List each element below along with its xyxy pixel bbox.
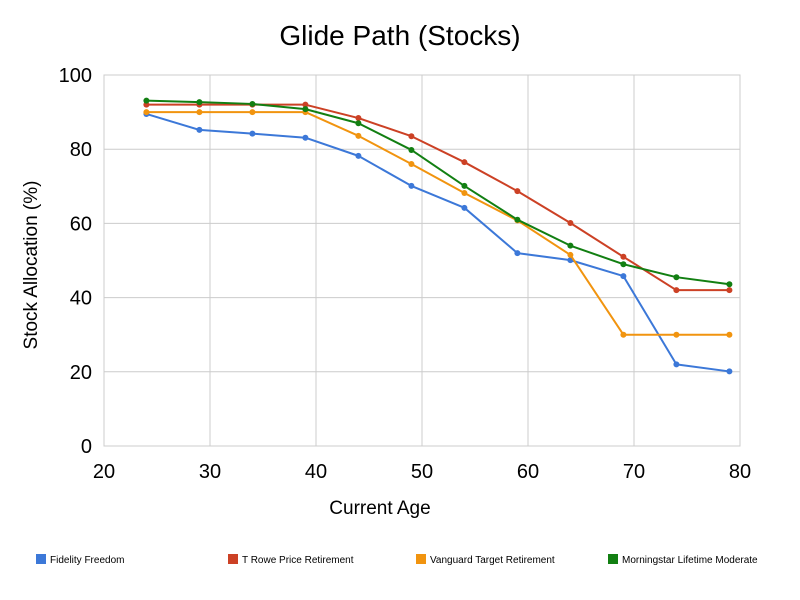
x-tick-label: 40 (305, 461, 327, 483)
x-tick-label: 50 (411, 461, 433, 483)
data-point (355, 115, 362, 122)
legend-label: Morningstar Lifetime Moderate (622, 555, 758, 566)
data-point (514, 250, 521, 257)
x-axis-label: Current Age (329, 498, 430, 519)
legend-item: Fidelity Freedom (36, 554, 124, 566)
legend-item: Vanguard Target Retirement (416, 554, 555, 566)
legend-label: Fidelity Freedom (50, 555, 124, 566)
legend-swatch (228, 554, 238, 564)
data-point (355, 132, 362, 139)
y-tick-label: 0 (81, 436, 92, 458)
data-point (620, 331, 627, 338)
data-point (196, 109, 203, 116)
series-line (146, 99, 730, 286)
chart-title: Glide Path (Stocks) (279, 20, 520, 51)
y-tick-label: 100 (59, 65, 92, 87)
data-point (408, 146, 415, 153)
y-tick-label: 80 (70, 139, 92, 161)
x-tick-label: 80 (729, 461, 751, 483)
data-point (249, 130, 256, 137)
data-point (514, 188, 521, 195)
legend-item: T Rowe Price Retirement (228, 554, 354, 566)
legend: Fidelity Freedom T Rowe Price Retirement V… (36, 554, 758, 566)
legend-item: Morningstar Lifetime Moderate (608, 554, 758, 566)
data-point (355, 120, 362, 127)
data-point (673, 331, 680, 338)
legend-label: T Rowe Price Retirement (242, 555, 354, 566)
data-point (461, 159, 468, 166)
series-line (146, 112, 730, 373)
data-point (567, 242, 574, 249)
series-3 (143, 97, 733, 288)
series-line (146, 111, 730, 336)
x-tick-label: 30 (199, 461, 221, 483)
y-tick-label: 20 (70, 362, 92, 384)
data-point (408, 182, 415, 189)
series-0 (143, 110, 733, 375)
data-point (620, 253, 627, 260)
data-point (673, 361, 680, 368)
data-point (620, 261, 627, 268)
data-point (567, 251, 574, 258)
data-point (302, 101, 309, 108)
data-point (726, 331, 733, 338)
x-axis-ticks: 20 30 40 50 60 70 80 (93, 461, 751, 483)
data-point (249, 109, 256, 116)
data-point (673, 274, 680, 281)
x-tick-label: 70 (623, 461, 645, 483)
data-point (408, 161, 415, 168)
plot-area (103, 74, 741, 447)
data-point (514, 216, 521, 223)
data-point (673, 287, 680, 294)
data-point (302, 134, 309, 141)
y-tick-label: 40 (70, 288, 92, 310)
data-point (726, 281, 733, 288)
data-point (620, 273, 627, 280)
legend-swatch (608, 554, 618, 564)
legend-label: Vanguard Target Retirement (430, 555, 555, 566)
y-axis-label: Stock Allocation (%) (21, 181, 42, 350)
series-line (146, 103, 730, 292)
y-axis-ticks: 0 20 40 60 80 100 (59, 65, 92, 458)
legend-swatch (36, 554, 46, 564)
data-point (143, 97, 150, 104)
series-group (143, 97, 733, 375)
data-point (567, 220, 574, 227)
data-point (726, 287, 733, 294)
data-point (196, 126, 203, 133)
data-point (302, 106, 309, 113)
data-point (408, 133, 415, 140)
data-point (355, 152, 362, 159)
data-point (143, 109, 150, 116)
data-point (249, 100, 256, 107)
data-point (461, 182, 468, 189)
data-point (196, 99, 203, 106)
x-tick-label: 20 (93, 461, 115, 483)
x-tick-label: 60 (517, 461, 539, 483)
legend-swatch (416, 554, 426, 564)
data-point (461, 204, 468, 211)
data-point (726, 368, 733, 375)
data-point (461, 189, 468, 196)
y-tick-label: 60 (70, 213, 92, 235)
